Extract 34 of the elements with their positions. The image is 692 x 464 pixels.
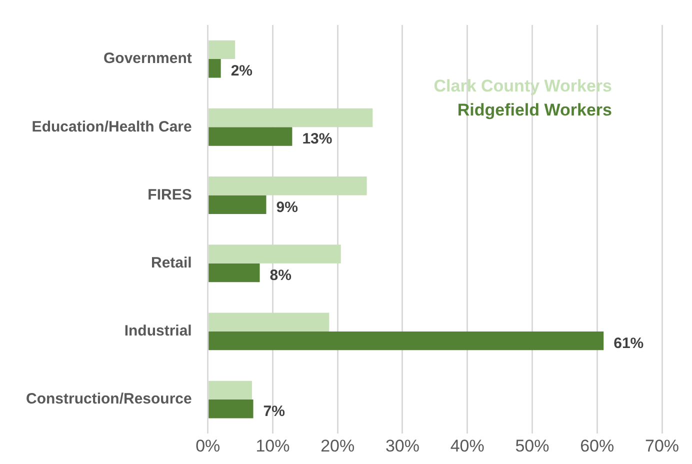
- data-label: 2%: [230, 62, 253, 80]
- bar: [208, 312, 330, 332]
- y-tick-label: FIRES: [148, 186, 192, 204]
- y-tick-label: Education/Health Care: [32, 118, 192, 136]
- data-label: 9%: [276, 198, 298, 216]
- data-label: 8%: [270, 266, 292, 284]
- x-tick-label: 60%: [580, 436, 614, 456]
- x-tick-label: 30%: [385, 436, 420, 456]
- x-tick-label: 50%: [515, 436, 550, 456]
- x-tick-label: 20%: [320, 436, 355, 456]
- text: Ridgefield Workers: [457, 100, 612, 120]
- data-label: 7%: [263, 403, 285, 420]
- bar: [208, 380, 252, 400]
- text: Clark County Workers: [434, 76, 612, 96]
- bar: [208, 400, 254, 418]
- bar: [208, 331, 604, 350]
- bar: [208, 176, 367, 196]
- bar: [208, 263, 260, 282]
- x-tick-label: 0%: [196, 436, 220, 456]
- bar: [208, 59, 221, 78]
- y-tick-label: Construction/Resource: [26, 390, 192, 408]
- bar: [208, 244, 341, 264]
- data-label: 13%: [302, 130, 332, 148]
- bar: [208, 195, 266, 214]
- x-tick-label: 10%: [256, 436, 290, 456]
- y-tick-label: Government: [104, 50, 192, 68]
- y-tick-label: Industrial: [124, 322, 192, 340]
- x-tick-label: 40%: [450, 436, 484, 456]
- bar: [208, 108, 373, 128]
- data-label: 61%: [614, 334, 644, 352]
- y-tick-label: Retail: [151, 254, 192, 272]
- bar: [208, 40, 236, 60]
- x-tick-label: 70%: [644, 436, 680, 456]
- bar: [208, 127, 292, 146]
